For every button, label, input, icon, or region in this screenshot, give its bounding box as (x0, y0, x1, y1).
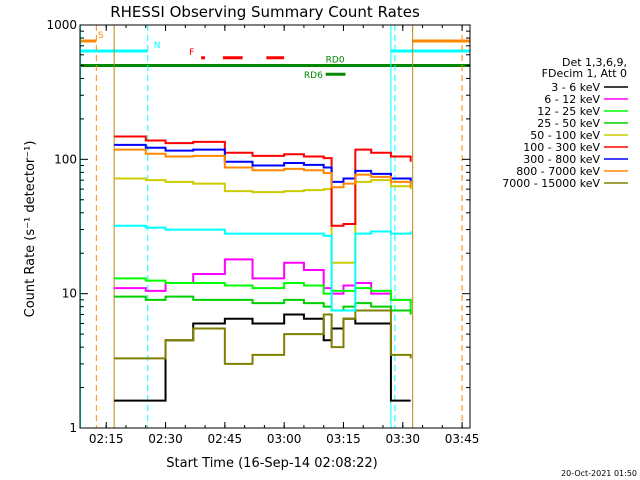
y-tick-label: 1 (69, 421, 77, 435)
legend-label: 800 - 7000 keV (516, 165, 600, 178)
legend-label: 6 - 12 keV (544, 93, 600, 106)
legend-label: 25 - 50 keV (537, 117, 600, 130)
legend-label: 12 - 25 keV (537, 105, 600, 118)
series-line (114, 224, 412, 312)
flag-label: RD6 (304, 71, 323, 81)
x-tick-label: 03:30 (385, 432, 420, 446)
x-axis-label: Start Time (16-Sep-14 02:08:22) (166, 456, 377, 471)
series-line (114, 143, 412, 184)
y-tick-label: 1000 (46, 18, 77, 32)
legend-label: 3 - 6 keV (551, 81, 600, 94)
x-tick-label: 03:45 (445, 432, 480, 446)
axes-layer: 02:15 02:30 02:45 03:00 03:15 03:30 03:45 1 10 10… (46, 18, 479, 446)
flag-label: N (154, 41, 161, 51)
legend-label: 7000 - 15000 keV (502, 177, 600, 190)
x-tick-label: 02:45 (208, 432, 243, 446)
vertical-markers (80, 25, 463, 428)
series-line (114, 148, 412, 189)
chart-title: RHESSI Observing Summary Count Rates (110, 3, 420, 21)
flag-label: S (98, 31, 104, 41)
x-tick-label: 02:30 (148, 432, 183, 446)
y-tick-label: 10 (62, 287, 77, 301)
series-layer (114, 135, 412, 402)
plot-frame (79, 24, 471, 429)
generation-timestamp: 20-Oct-2021 01:50 (561, 469, 637, 478)
legend-label: 100 - 300 keV (523, 141, 600, 154)
series-line (114, 309, 412, 365)
y-tick-label: 100 (54, 152, 77, 166)
legend-header: FDecim 1, Att 0 (542, 67, 627, 80)
flag-label: RD0 (326, 55, 345, 65)
legend-label: 50 - 100 keV (530, 129, 600, 142)
y-axis-label: Count Rate (s⁻¹ detector⁻¹) (23, 141, 38, 318)
series-line (114, 177, 412, 264)
legend-header: Det 1,3,6,9, (562, 56, 627, 69)
flag-label: F (189, 48, 194, 58)
legend-label: 300 - 800 keV (523, 153, 600, 166)
x-tick-label: 03:00 (267, 432, 302, 446)
series-line (114, 135, 412, 227)
x-tick-label: 03:15 (326, 432, 361, 446)
series-line (114, 295, 412, 315)
x-tick-label: 02:15 (89, 432, 124, 446)
series-line (114, 277, 412, 311)
